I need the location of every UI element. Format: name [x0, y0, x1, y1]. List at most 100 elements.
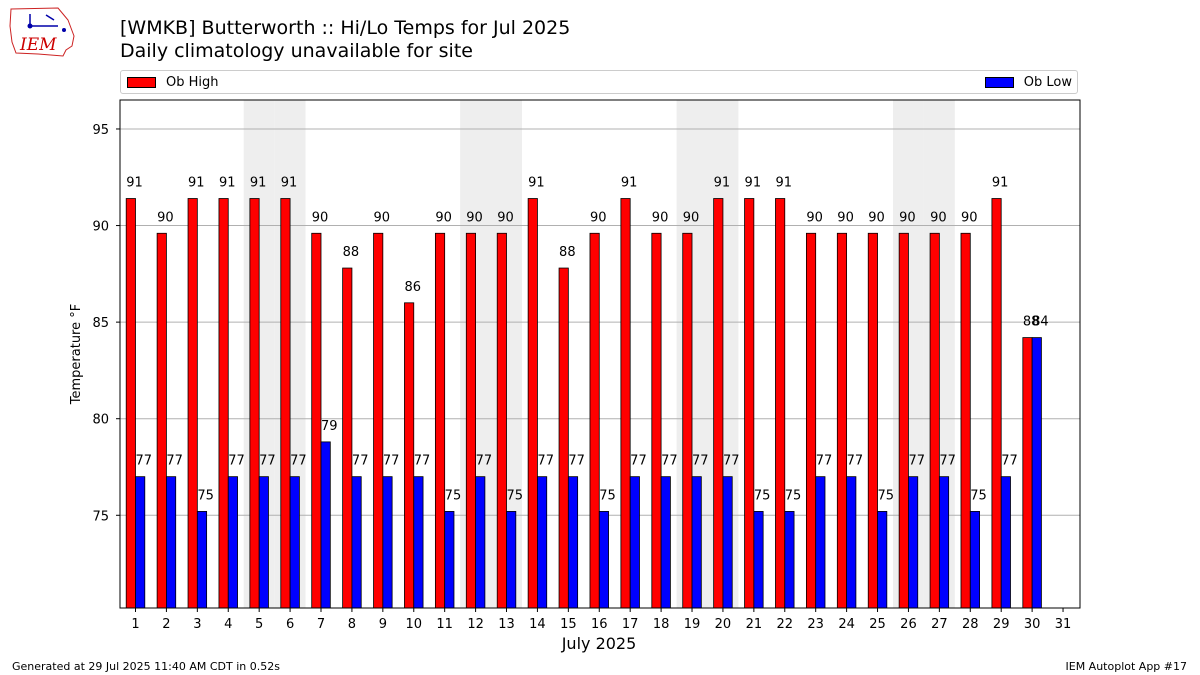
x-tick-label-7: 7 [317, 617, 325, 632]
bar-high-day-5 [249, 198, 260, 609]
bar-labels: 91 90 91 91 91 91 90 88 90 86 90 90 90 91 88 90 91 90 90 91… [126, 176, 1048, 504]
bar-high-day-26 [898, 232, 909, 609]
x-tick-label-25: 25 [869, 617, 886, 632]
bar-high-day-27 [929, 232, 940, 609]
x-tick-label-11: 11 [436, 617, 453, 632]
data-label-high-day-5: 91 [250, 176, 267, 191]
bar-high-day-22 [775, 198, 786, 609]
data-label-high-day-7: 90 [312, 210, 329, 225]
data-label-high-day-30: 88 [1023, 315, 1040, 330]
bar-high-day-8 [342, 267, 353, 609]
y-axis-title: Temperature °F [69, 304, 84, 405]
bar-high-day-15 [558, 267, 569, 609]
data-label-low-day-5: 77 [259, 454, 276, 469]
x-tick-label-30: 30 [1024, 617, 1041, 632]
x-tick-label-13: 13 [498, 617, 515, 632]
data-label-low-day-8: 77 [352, 454, 369, 469]
data-label-low-day-3: 75 [197, 488, 214, 503]
bar-low-day-9 [382, 476, 393, 609]
bar-low-day-27 [938, 476, 950, 609]
x-tick-label-4: 4 [224, 617, 232, 632]
x-tick-label-27: 27 [931, 617, 948, 632]
x-tick-label-9: 9 [379, 617, 387, 632]
x-tick-label-29: 29 [993, 617, 1010, 632]
chart-legend: Ob High Ob Low [120, 70, 1078, 94]
bar-low-day-25 [877, 511, 888, 609]
bar-low-day-28 [969, 511, 980, 609]
data-label-low-day-19: 77 [692, 454, 709, 469]
data-label-high-day-3: 91 [188, 176, 205, 191]
bar-low-day-23 [815, 476, 826, 609]
data-label-low-day-20: 77 [723, 454, 740, 469]
data-label-high-day-13: 90 [497, 210, 514, 225]
bar-high-day-4 [218, 198, 229, 609]
data-label-high-day-28: 90 [961, 210, 978, 225]
bar-high-day-17 [620, 198, 631, 609]
data-label-high-day-8: 88 [343, 245, 360, 260]
chart-subtitle: Daily climatology unavailable for site [120, 40, 473, 62]
bar-high-day-12 [465, 232, 476, 609]
bar-low-day-5 [258, 476, 269, 609]
x-tick-label-23: 23 [807, 617, 824, 632]
x-tick-label-19: 19 [684, 617, 701, 632]
bar-low-day-10 [413, 476, 424, 609]
x-tick-label-18: 18 [653, 617, 670, 632]
x-tick-label-16: 16 [591, 617, 608, 632]
data-label-low-day-23: 77 [816, 454, 833, 469]
data-label-low-day-12: 77 [476, 454, 493, 469]
bar-high-day-13 [496, 232, 507, 609]
data-label-low-day-7: 79 [321, 419, 338, 434]
bar-low-day-24 [846, 476, 857, 609]
data-label-high-day-9: 90 [374, 210, 391, 225]
data-label-low-day-16: 75 [599, 488, 616, 503]
data-label-high-day-21: 91 [745, 176, 762, 191]
x-axis-title: July 2025 [561, 634, 637, 653]
x-tick-label-1: 1 [131, 617, 139, 632]
bar-high-day-6 [280, 198, 291, 609]
bar-low-day-15 [567, 476, 579, 609]
chart-title: [WMKB] Butterworth :: Hi/Lo Temps for Ju… [120, 17, 571, 39]
bar-low-day-1 [135, 476, 146, 609]
data-label-high-day-12: 90 [466, 210, 483, 225]
bar-low-day-11 [444, 511, 455, 609]
bar-high-day-28 [960, 232, 971, 609]
bar-high-day-2 [156, 232, 167, 609]
bar-high-day-24 [836, 232, 848, 609]
data-label-low-day-2: 77 [166, 454, 183, 469]
bar-high-day-9 [373, 232, 384, 609]
data-label-high-day-17: 91 [621, 176, 638, 191]
data-label-high-day-16: 90 [590, 210, 607, 225]
bar-low-day-8 [351, 476, 362, 609]
data-label-high-day-25: 90 [868, 210, 885, 225]
bar-low-day-4 [227, 476, 238, 609]
bar-high-day-21 [744, 198, 755, 609]
bar-low-day-26 [908, 476, 919, 609]
iem-logo: IEM [9, 7, 75, 57]
x-tick-label-31: 31 [1055, 617, 1072, 632]
x-axis: 1 2 3 4 5 6 7 8 9 10 11 12 13 14 15 16 17 18 19 20 21 22 23 24 2… [131, 608, 1071, 632]
data-label-high-day-11: 90 [435, 210, 452, 225]
x-tick-label-15: 15 [560, 617, 577, 632]
bar-low-day-18 [660, 476, 671, 609]
bar-high-day-11 [434, 232, 446, 609]
data-label-high-day-27: 90 [930, 210, 947, 225]
data-label-high-day-4: 91 [219, 176, 236, 191]
data-label-high-day-2: 90 [157, 210, 174, 225]
bar-low-day-29 [1000, 476, 1011, 609]
x-tick-label-8: 8 [348, 617, 356, 632]
legend-item-low: Ob Low [984, 75, 1072, 90]
bar-low-day-21 [753, 511, 764, 609]
logo-text: IEM [19, 35, 57, 55]
bars [125, 198, 1042, 609]
bar-low-day-14 [537, 476, 548, 609]
x-tick-label-14: 14 [529, 617, 546, 632]
bar-high-day-7 [311, 232, 322, 609]
x-tick-label-28: 28 [962, 617, 979, 632]
data-label-low-day-29: 77 [1001, 454, 1018, 469]
data-label-high-day-14: 91 [528, 176, 545, 191]
bar-low-day-22 [784, 511, 795, 609]
legend-swatch-low [984, 77, 1014, 88]
bar-low-day-17 [629, 476, 640, 609]
bar-low-day-12 [475, 476, 486, 609]
